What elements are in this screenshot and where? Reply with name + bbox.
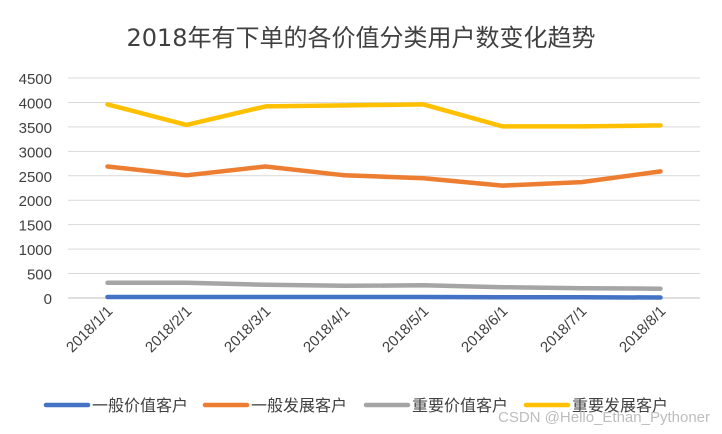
x-tick-label: 2018/4/1	[300, 303, 353, 356]
gridlines	[68, 77, 700, 299]
legend-label: 一般发展客户	[251, 396, 347, 415]
x-tick-label: 2018/7/1	[537, 303, 590, 356]
x-tick-label: 2018/3/1	[221, 303, 274, 356]
y-tick-label: 2500	[19, 169, 52, 186]
x-tick-label: 2018/2/1	[142, 303, 195, 356]
x-tick-label: 2018/1/1	[63, 303, 116, 356]
y-tick-label: 1000	[19, 242, 52, 259]
chart-title: 2018年有下单的各价值分类用户数变化趋势	[126, 24, 595, 52]
legend-label: 重要价值客户	[412, 396, 508, 415]
x-axis-tick-labels: 2018/1/1 2018/2/1 2018/3/1 2018/4/1 2018/5/1…	[63, 303, 669, 356]
y-tick-label: 4500	[19, 71, 52, 88]
series-line-2	[105, 164, 663, 188]
series-line-3	[105, 280, 663, 291]
y-tick-label: 0	[44, 291, 52, 308]
y-tick-label: 1500	[19, 218, 52, 235]
y-tick-label: 3000	[19, 144, 52, 161]
series-line-4	[105, 102, 663, 129]
x-tick-label: 2018/6/1	[458, 303, 511, 356]
x-tick-label: 2018/8/1	[616, 303, 669, 356]
legend-label: 一般价值客户	[92, 396, 188, 415]
y-tick-label: 4000	[19, 95, 52, 112]
watermark-text: CSDN @Hello_Ethan_Pythoner	[498, 409, 710, 426]
y-tick-label: 3500	[19, 120, 52, 137]
series-line-1	[105, 294, 663, 300]
series-lines	[105, 102, 663, 300]
legend-label: 重要发展客户	[572, 396, 668, 415]
y-axis-tick-labels: 0 500 1000 1500 2000 2500 3000 3500 4000 4500	[19, 71, 52, 308]
legend: 一般价值客户 一般发展客户 重要价值客户 重要发展客户	[43, 396, 668, 415]
x-tick-label: 2018/5/1	[379, 303, 432, 356]
y-tick-label: 2000	[19, 193, 52, 210]
y-tick-label: 500	[27, 267, 52, 284]
